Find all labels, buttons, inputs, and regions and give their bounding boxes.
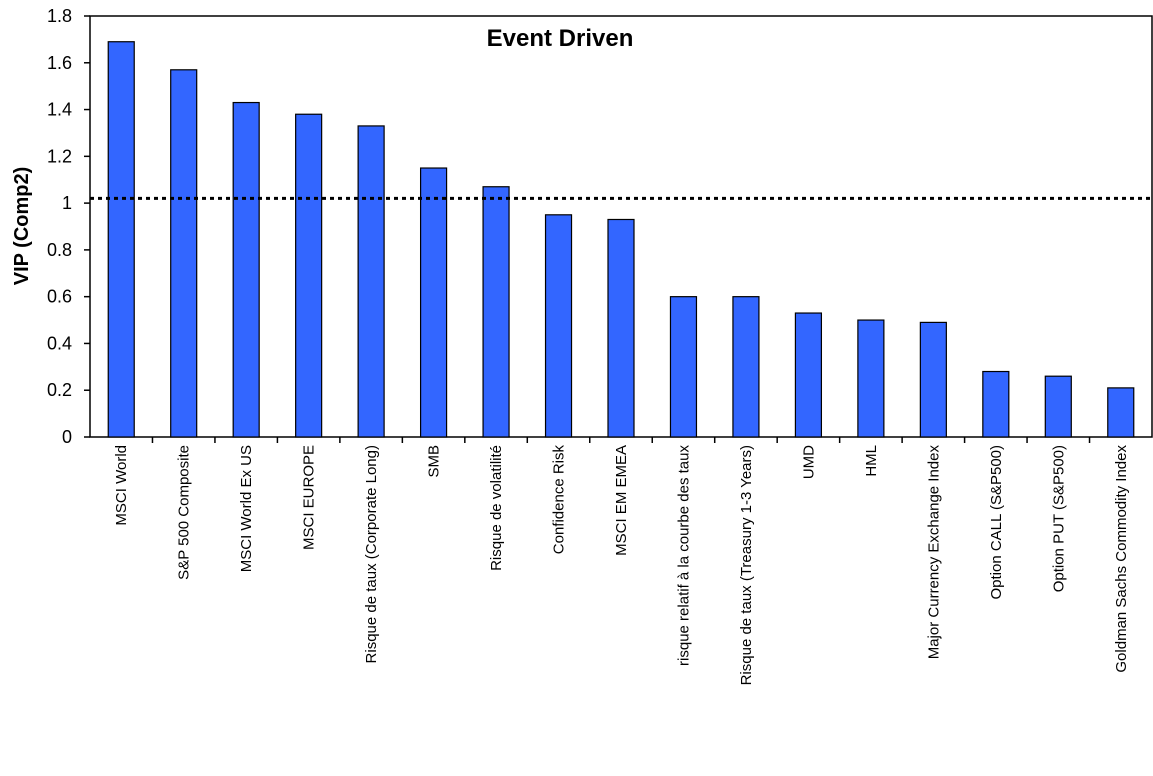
y-tick-label: 0 [62, 427, 72, 447]
x-tick-label: Major Currency Exchange Index [925, 445, 942, 660]
x-tick-label: Goldman Sachs Commodity Index [1113, 445, 1130, 673]
bar [232, 101, 260, 438]
y-tick-label: 0.8 [47, 240, 72, 260]
y-tick-label: 1.8 [47, 6, 72, 26]
bar [669, 296, 698, 438]
bar [482, 186, 510, 438]
y-tick-label: 1.6 [47, 53, 72, 73]
bar [1107, 387, 1135, 438]
bar [919, 321, 947, 438]
x-tick-label: Option PUT (S&P500) [1050, 445, 1067, 592]
chart-title: Event Driven [487, 25, 634, 52]
x-tick-label: HML [863, 445, 880, 477]
bar [857, 319, 885, 438]
bar [544, 214, 573, 438]
bar [295, 113, 323, 438]
x-tick-label: Confidence Risk [551, 445, 568, 555]
x-tick-label: MSCI World [113, 445, 130, 526]
y-tick-label: 0.2 [47, 380, 72, 400]
bar [982, 370, 1010, 438]
bar [357, 125, 385, 438]
y-tick-label: 0.4 [47, 333, 72, 353]
y-tick-label: 1.2 [47, 146, 72, 166]
x-tick-label: Risque de volatilité [488, 445, 505, 571]
bar [732, 296, 760, 438]
x-tick-label: Option CALL (S&P500) [988, 445, 1005, 600]
x-tick-label: risque relatif à la courbe des taux [675, 445, 692, 666]
x-tick-label: MSCI EM EMEA [613, 445, 630, 556]
bar [107, 41, 135, 438]
x-tick-label: Risque de taux (Treasury 1-3 Years) [738, 445, 755, 685]
y-tick-label: 0.6 [47, 287, 72, 307]
bar [419, 167, 448, 438]
x-tick-label: SMB [426, 445, 443, 478]
x-tick-label: UMD [800, 445, 817, 479]
bar [1044, 375, 1072, 438]
y-axis-ticks: 0 0.2 0.4 0.6 0.8 1 1.2 1.4 1.6 1.8 [47, 6, 90, 447]
y-tick-label: 1.4 [47, 100, 72, 120]
x-tick-label: Risque de taux (Corporate Long) [363, 445, 380, 663]
bar [607, 218, 635, 438]
bar [170, 69, 198, 438]
x-tick-label: MSCI EUROPE [301, 445, 318, 550]
x-tick-label: S&P 500 Composite [176, 445, 193, 580]
y-axis-title: VIP (Comp2) [11, 167, 33, 286]
x-tick-label: MSCI World Ex US [238, 445, 255, 572]
bar [794, 312, 823, 438]
x-axis-ticks: MSCI World S&P 500 Composite MSCI World Ex… [113, 437, 1130, 685]
y-tick-label: 1 [62, 193, 72, 213]
bars [107, 41, 1135, 438]
